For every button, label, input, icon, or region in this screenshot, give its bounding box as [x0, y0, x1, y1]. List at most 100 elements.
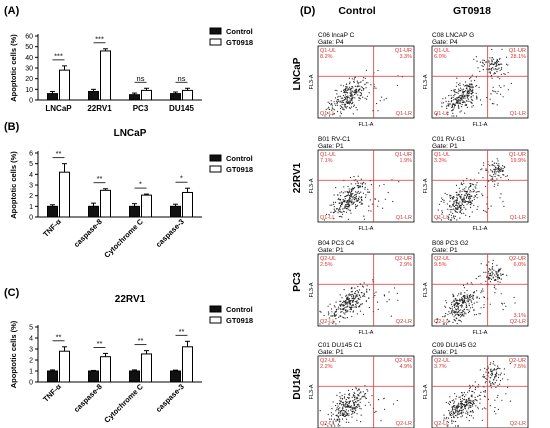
event-dot: [329, 418, 331, 420]
event-dot: [344, 94, 347, 96]
event-dot: [346, 86, 348, 88]
event-dot: [500, 170, 502, 172]
event-dot: [357, 82, 359, 84]
row-label: PC3: [292, 272, 303, 292]
event-dot: [497, 274, 499, 276]
event-dot: [374, 411, 376, 413]
event-dot: [339, 407, 341, 409]
event-dot: [454, 209, 456, 211]
event-dot: [364, 295, 366, 297]
event-dot: [505, 63, 508, 65]
event-dot: [342, 407, 344, 409]
event-dot: [488, 60, 490, 62]
event-dot: [470, 405, 472, 407]
event-dot: [448, 214, 450, 216]
event-dot: [340, 84, 342, 86]
event-dot: [460, 206, 462, 208]
event-dot: [339, 402, 341, 404]
event-dot: [356, 302, 359, 304]
quadrant-label-ul: Q2-UL: [434, 256, 450, 262]
event-dot: [506, 274, 508, 276]
event-dot: [475, 184, 477, 186]
event-dot: [447, 114, 449, 116]
event-dot: [491, 170, 493, 172]
event-dot: [493, 90, 495, 92]
event-dot: [490, 374, 492, 376]
event-dot: [470, 406, 472, 408]
event-dot: [358, 99, 360, 101]
y-tick-label: 40: [25, 55, 33, 62]
category-label: Cytochrome C: [102, 217, 145, 260]
y-axis-label: Apoptotic cells (%): [9, 34, 18, 102]
event-dot: [351, 296, 353, 298]
event-dot: [465, 304, 468, 306]
category-label: caspase-8: [72, 217, 104, 249]
y-axis-label: FL3-A: [309, 384, 315, 399]
category-label: 22RV1: [87, 104, 112, 113]
event-dot: [469, 386, 471, 388]
event-dot: [470, 183, 472, 185]
event-dot: [347, 304, 349, 306]
event-dot: [323, 219, 325, 221]
event-dot: [470, 294, 472, 296]
event-dot: [491, 160, 493, 162]
event-dot: [348, 393, 350, 395]
event-dot: [340, 397, 342, 399]
event-dot: [489, 174, 491, 176]
event-dot: [495, 171, 497, 173]
event-dot: [489, 63, 491, 66]
event-dot: [491, 371, 493, 373]
event-dot: [460, 405, 463, 407]
event-dot: [339, 321, 341, 323]
event-dot: [503, 373, 505, 375]
event-dot: [472, 105, 474, 107]
bar-gt0918: [100, 189, 111, 218]
event-dot: [489, 98, 491, 100]
event-dot: [355, 106, 357, 109]
event-dot: [451, 110, 453, 112]
event-dot: [353, 404, 355, 406]
event-dot: [449, 204, 451, 207]
event-dot: [325, 108, 327, 110]
event-dot: [479, 313, 481, 315]
event-dot: [446, 112, 448, 114]
sample-label: B01 RV-C1: [318, 136, 351, 143]
event-dot: [451, 416, 453, 419]
event-dot: [447, 417, 450, 419]
event-dot: [453, 299, 455, 301]
event-dot: [338, 415, 340, 417]
event-dot: [350, 291, 352, 293]
event-dot: [358, 186, 360, 189]
event-dot: [497, 90, 499, 93]
event-dot: [346, 299, 348, 301]
event-dot: [493, 269, 495, 271]
event-dot: [496, 273, 498, 275]
event-dot: [483, 59, 485, 62]
event-dot: [491, 77, 493, 79]
event-dot: [494, 171, 496, 173]
bar-gt0918: [59, 350, 70, 383]
event-dot: [468, 92, 470, 94]
bar-gt0918: [141, 194, 152, 218]
event-dot: [342, 401, 344, 403]
event-dot: [449, 411, 451, 413]
event-dot: [484, 367, 486, 369]
event-dot: [469, 197, 472, 199]
event-dot: [496, 264, 498, 266]
event-dot: [344, 106, 346, 108]
event-dot: [323, 314, 325, 317]
event-dot: [344, 104, 346, 106]
event-dot: [463, 399, 465, 401]
event-dot: [348, 306, 350, 308]
event-dot: [494, 279, 496, 281]
y-axis-label: FL3-A: [423, 282, 429, 297]
event-dot: [324, 115, 326, 117]
event-dot: [347, 95, 349, 97]
event-dot: [480, 169, 482, 171]
bar-gt0918: [100, 356, 111, 383]
event-dot: [327, 311, 329, 313]
event-dot: [339, 100, 341, 102]
event-dot: [357, 291, 359, 293]
event-dot: [491, 164, 493, 166]
